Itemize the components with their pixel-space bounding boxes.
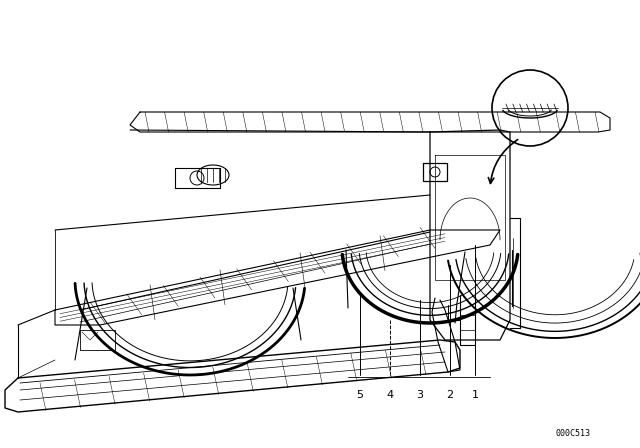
Text: 1: 1: [472, 390, 479, 400]
Text: 000C513: 000C513: [556, 429, 590, 438]
Circle shape: [492, 70, 568, 146]
Text: 3: 3: [417, 390, 424, 400]
Text: 5: 5: [356, 390, 364, 400]
Text: 4: 4: [387, 390, 394, 400]
Text: 2: 2: [447, 390, 454, 400]
